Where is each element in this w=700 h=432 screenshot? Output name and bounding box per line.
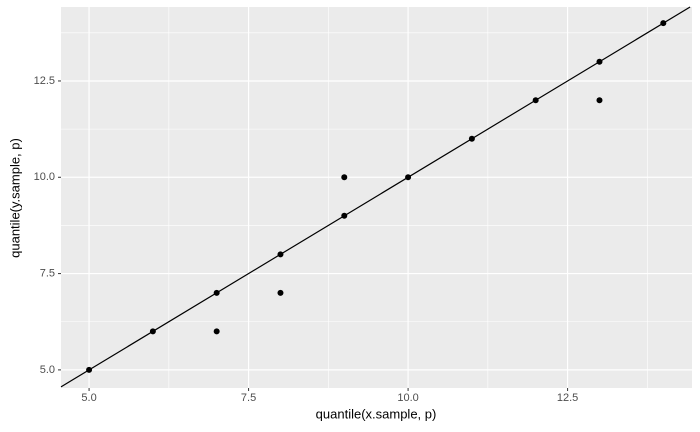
point xyxy=(532,97,539,104)
x-tick-label: 10.0 xyxy=(397,392,418,404)
point xyxy=(86,366,93,373)
y-tick-label: 7.5 xyxy=(40,267,55,279)
panel xyxy=(61,7,692,388)
point xyxy=(341,174,348,181)
point xyxy=(277,251,284,258)
y-tick-label: 12.5 xyxy=(34,75,55,87)
point xyxy=(277,289,284,296)
x-axis-label: quantile(x.sample, p) xyxy=(316,406,437,421)
y-tick-label: 10.0 xyxy=(34,171,55,183)
point xyxy=(341,212,348,219)
y-tick-label: 5.0 xyxy=(40,364,55,376)
point xyxy=(213,328,220,335)
point xyxy=(213,289,220,296)
point xyxy=(468,135,475,142)
y-axis-label: quantile(y.sample, p) xyxy=(7,138,22,258)
point xyxy=(596,97,603,104)
point xyxy=(405,174,412,181)
x-tick-label: 12.5 xyxy=(557,392,578,404)
reference-line xyxy=(60,6,691,388)
x-tick-label: 5.0 xyxy=(81,392,96,404)
x-tick-label: 7.5 xyxy=(241,392,256,404)
point xyxy=(149,328,156,335)
point xyxy=(660,20,667,27)
point xyxy=(596,58,603,65)
